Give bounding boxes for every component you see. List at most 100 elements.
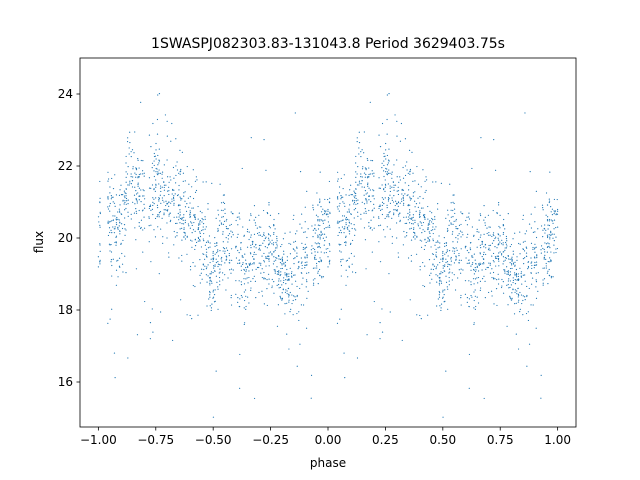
- data-point: [478, 231, 480, 233]
- data-point: [314, 254, 316, 257]
- data-point: [489, 264, 491, 266]
- data-point: [468, 259, 470, 261]
- data-point: [158, 162, 160, 164]
- data-point: [496, 278, 498, 281]
- data-point: [121, 263, 124, 265]
- data-point: [401, 189, 403, 191]
- data-point: [281, 260, 284, 262]
- data-point: [258, 231, 260, 234]
- data-point: [452, 241, 454, 243]
- data-point: [421, 224, 423, 227]
- data-point: [522, 218, 524, 221]
- data-point: [113, 202, 116, 204]
- data-point: [460, 248, 462, 250]
- data-point: [509, 296, 511, 298]
- data-point: [468, 252, 470, 254]
- data-point: [438, 282, 440, 284]
- data-point: [268, 258, 270, 261]
- data-point: [418, 216, 421, 218]
- data-point: [253, 233, 256, 235]
- data-point: [220, 223, 223, 225]
- data-point: [217, 214, 220, 216]
- data-point: [201, 221, 203, 223]
- data-point: [156, 118, 159, 121]
- data-point: [296, 255, 298, 258]
- data-point: [419, 314, 421, 317]
- data-point: [545, 258, 547, 260]
- data-point: [358, 153, 360, 155]
- data-point: [506, 270, 508, 273]
- data-point: [212, 296, 215, 298]
- data-point: [99, 224, 101, 227]
- data-point: [493, 277, 495, 279]
- data-point: [519, 243, 521, 245]
- data-point: [249, 262, 252, 264]
- data-point: [142, 229, 144, 231]
- data-point: [435, 181, 437, 183]
- data-point: [158, 183, 160, 185]
- data-point: [210, 271, 213, 273]
- data-point: [433, 258, 435, 260]
- data-point: [135, 167, 138, 170]
- data-point: [248, 276, 250, 279]
- data-point: [119, 222, 121, 224]
- data-point: [462, 269, 464, 271]
- data-point: [507, 213, 509, 215]
- data-point: [476, 231, 478, 233]
- data-point: [266, 255, 269, 257]
- data-point: [163, 201, 165, 203]
- data-point: [422, 207, 424, 209]
- data-point: [239, 306, 241, 308]
- data-point: [372, 195, 375, 197]
- data-point: [284, 232, 286, 234]
- data-point: [137, 159, 139, 161]
- data-point: [263, 240, 265, 242]
- data-point: [171, 200, 173, 202]
- data-point: [229, 262, 231, 264]
- data-point: [396, 237, 398, 239]
- data-point: [311, 252, 313, 254]
- data-point: [312, 279, 315, 281]
- data-point: [368, 167, 370, 169]
- data-point: [499, 241, 501, 243]
- data-point: [173, 204, 175, 206]
- data-point: [328, 263, 331, 265]
- data-point: [273, 256, 275, 258]
- data-point: [230, 211, 232, 213]
- data-point: [272, 263, 275, 265]
- data-point: [163, 164, 165, 166]
- data-point: [286, 293, 288, 295]
- data-point: [373, 190, 375, 192]
- data-point: [312, 247, 314, 250]
- data-point: [289, 311, 291, 313]
- data-point: [541, 204, 544, 206]
- data-point: [399, 202, 401, 204]
- data-point: [416, 235, 418, 237]
- data-point: [286, 259, 288, 261]
- data-point: [421, 240, 423, 242]
- data-point: [536, 254, 538, 256]
- data-point: [535, 246, 537, 248]
- data-point: [419, 210, 421, 212]
- data-point: [221, 256, 223, 259]
- data-point: [168, 205, 170, 207]
- data-point: [442, 260, 444, 262]
- data-point: [355, 192, 357, 195]
- data-point: [460, 294, 462, 297]
- data-point: [492, 252, 495, 255]
- data-point: [489, 272, 492, 274]
- data-point: [207, 240, 209, 242]
- data-point: [489, 226, 491, 228]
- data-point: [408, 149, 411, 151]
- data-point: [348, 233, 351, 235]
- data-point: [109, 221, 111, 223]
- data-point: [516, 279, 518, 281]
- data-point: [547, 242, 549, 244]
- data-point: [508, 278, 510, 280]
- data-point: [327, 210, 329, 212]
- data-point: [383, 202, 385, 205]
- data-point: [367, 176, 369, 178]
- data-point: [219, 268, 221, 270]
- data-point: [127, 203, 129, 205]
